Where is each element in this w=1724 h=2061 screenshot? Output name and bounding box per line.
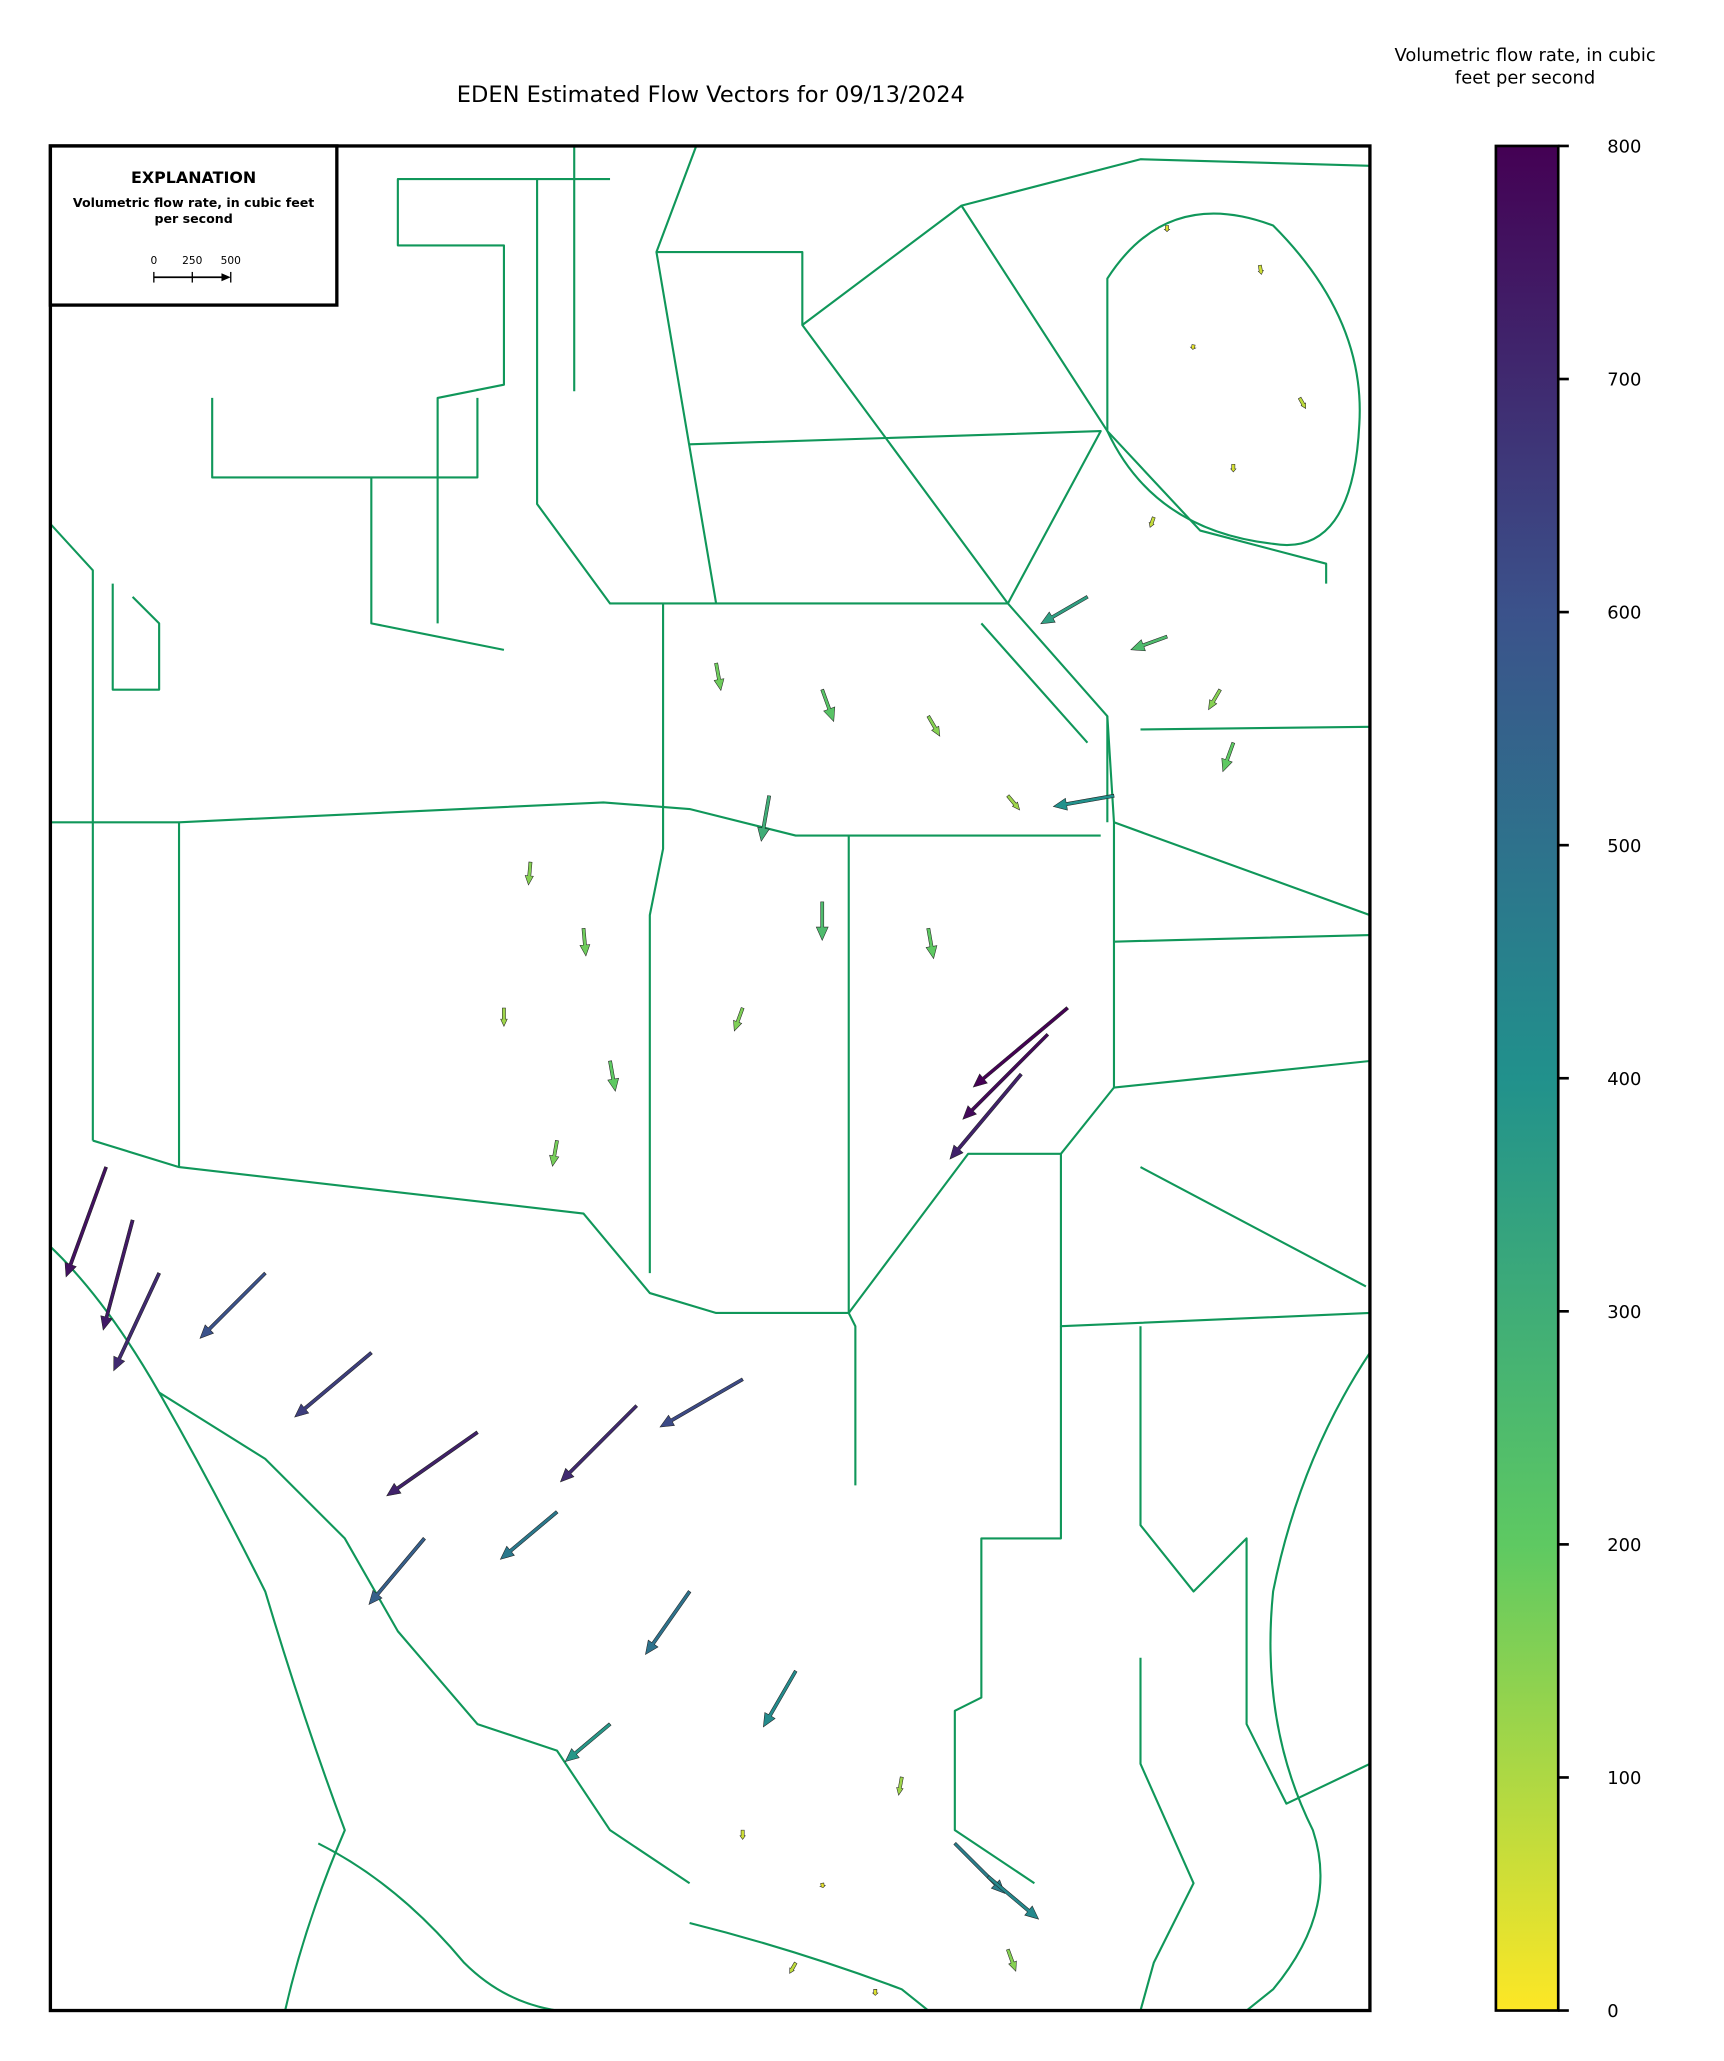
flow-vector xyxy=(100,1219,135,1331)
flow-vector xyxy=(1006,794,1021,811)
map-title: EDEN Estimated Flow Vectors for 09/13/20… xyxy=(457,82,965,108)
flow-vector xyxy=(1006,1948,1017,1972)
flow-vector xyxy=(949,1072,1023,1160)
flow-vector xyxy=(524,861,534,886)
flow-vector xyxy=(607,1060,620,1092)
flow-vector xyxy=(659,1377,744,1428)
flow-vector xyxy=(926,715,941,737)
flow-vector xyxy=(1163,225,1171,232)
colorbar-label-box: Volumetric flow rate, in cubic feet per … xyxy=(1394,45,1656,89)
flow-vector xyxy=(579,927,591,957)
explanation-frame xyxy=(48,144,339,307)
flow-vector xyxy=(789,1961,798,1974)
flow-vector xyxy=(820,688,836,723)
flow-vector xyxy=(368,1536,426,1605)
scale-arrow: 0 250 500 xyxy=(150,255,241,283)
flow-vector xyxy=(733,1007,745,1032)
colorbar-tick-label: 600 xyxy=(1607,603,1641,624)
flow-vector xyxy=(500,1007,508,1028)
colorbar-tick-label: 700 xyxy=(1607,370,1641,391)
flow-vector xyxy=(1130,634,1168,652)
base-map xyxy=(50,145,1370,2011)
flow-vector xyxy=(763,1669,798,1728)
flow-vector xyxy=(896,1776,904,1796)
flow-vector xyxy=(757,795,772,842)
colorbar-ticks: 0 100 200 300 400 500 600 700 800 xyxy=(1558,137,1641,2022)
scale-head xyxy=(221,273,231,282)
colorbar-tick-label: 0 xyxy=(1607,2001,1618,2022)
flow-vector xyxy=(199,1271,267,1339)
flow-vector xyxy=(713,662,725,692)
colorbar-tick-label: 300 xyxy=(1607,1302,1641,1323)
flow-vectors xyxy=(64,225,1307,1996)
flow-vector xyxy=(815,901,829,941)
flow-vector xyxy=(871,1989,879,1996)
flow-vector xyxy=(972,1006,1069,1088)
colorbar-tick-label: 100 xyxy=(1607,1768,1641,1789)
colorbar-tick-label: 400 xyxy=(1607,1069,1641,1090)
flow-vector xyxy=(1148,516,1156,528)
flow-vector xyxy=(1040,595,1089,625)
flow-vector xyxy=(1221,741,1236,773)
flow-vector xyxy=(1257,264,1264,275)
colorbar-tick-label: 500 xyxy=(1607,836,1641,857)
flow-vector xyxy=(294,1351,373,1418)
flow-vector xyxy=(739,1829,746,1840)
flow-vector xyxy=(962,1033,1050,1120)
flow-vector xyxy=(1052,793,1115,811)
flow-vector xyxy=(1189,344,1197,350)
explanation-heading: EXPLANATION xyxy=(131,168,256,187)
flow-vector xyxy=(549,1140,560,1167)
flow-vector xyxy=(925,927,938,960)
flow-vector xyxy=(1230,463,1237,473)
flow-vector xyxy=(113,1272,161,1372)
flow-vector xyxy=(986,1875,1040,1920)
flow-vector xyxy=(564,1722,612,1763)
scale-tick-label: 250 xyxy=(182,255,202,267)
colorbar-tick-label: 200 xyxy=(1607,1535,1641,1556)
flow-vector xyxy=(819,1882,826,1889)
scale-tick-label: 0 xyxy=(150,255,157,267)
explanation-label: Volumetric flow rate, in cubic feet per … xyxy=(72,196,315,227)
colorbar-tick-label: 800 xyxy=(1607,137,1641,158)
scale-tick-label: 500 xyxy=(221,255,241,267)
colorbar-label: Volumetric flow rate, in cubic feet per … xyxy=(1394,45,1656,89)
flow-vector xyxy=(64,1166,108,1278)
map-frame xyxy=(48,144,1372,2013)
flow-vector xyxy=(386,1430,479,1497)
flow-vector xyxy=(499,1510,559,1560)
flow-vector xyxy=(1208,688,1222,711)
flow-vector xyxy=(645,1590,692,1655)
explanation-box: EXPLANATION Volumetric flow rate, in cub… xyxy=(48,144,339,307)
explanation-label-box: Volumetric flow rate, in cubic feet per … xyxy=(72,196,315,227)
colorbar xyxy=(1494,144,1560,2012)
flow-vector xyxy=(559,1404,638,1483)
flow-vector xyxy=(1297,396,1307,410)
